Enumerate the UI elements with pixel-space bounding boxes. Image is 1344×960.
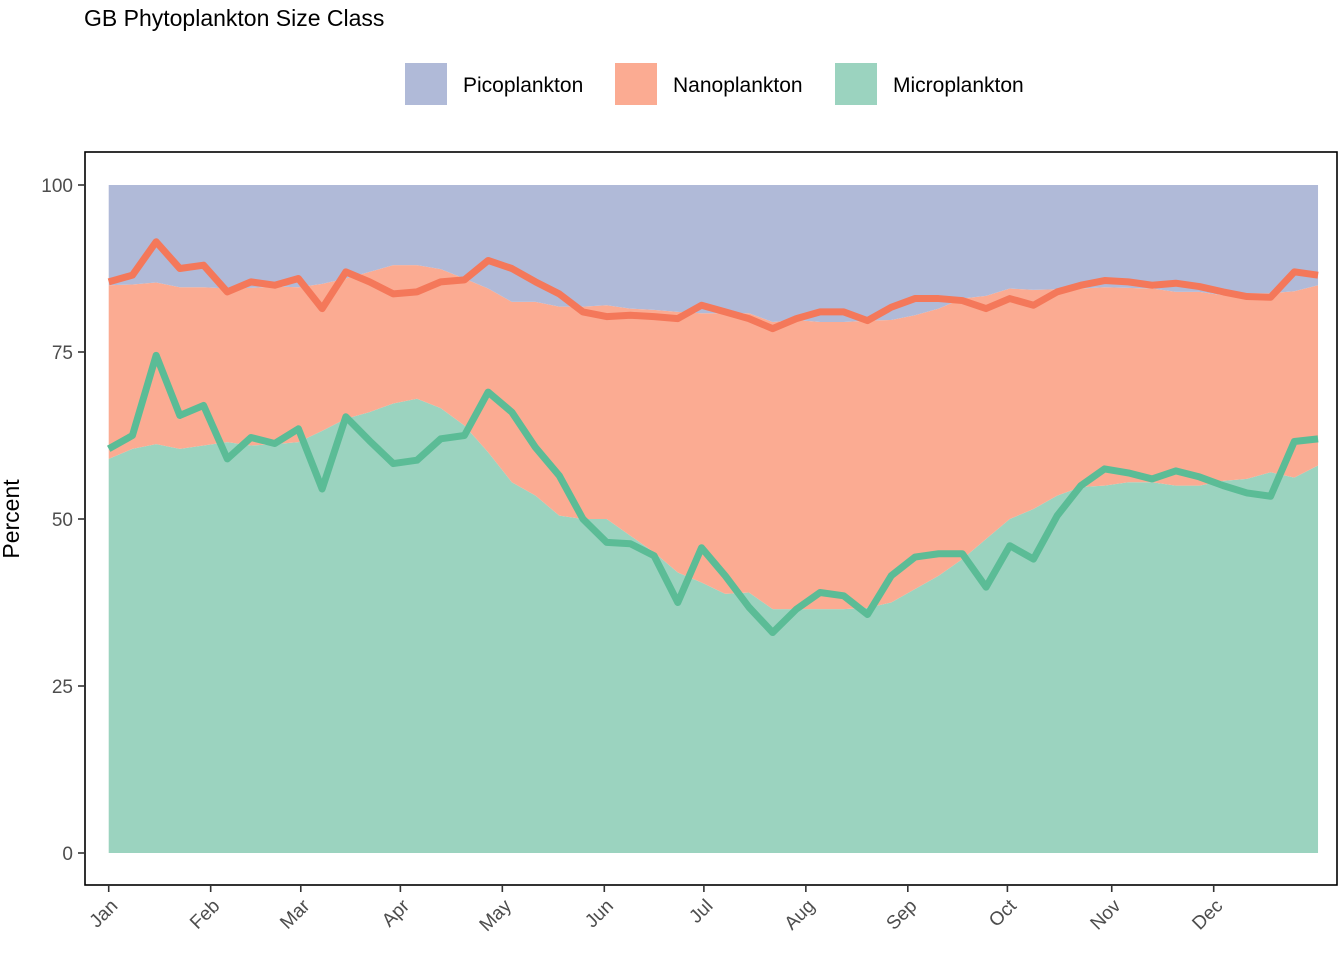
y-axis: 0 25 50 75 100 xyxy=(41,176,85,865)
x-tick-label: Jun xyxy=(581,896,618,933)
y-tick-label: 0 xyxy=(62,844,73,865)
x-tick-label: Mar xyxy=(276,895,314,933)
y-tick-label: 50 xyxy=(52,510,73,531)
x-tick-label: Apr xyxy=(378,895,414,931)
x-tick-label: Oct xyxy=(985,895,1021,931)
x-tick-label: Sep xyxy=(883,896,922,935)
x-tick-label: May xyxy=(476,895,517,936)
legend-label-nanoplankton: Nanoplankton xyxy=(673,74,803,97)
y-tick-label: 100 xyxy=(41,176,73,197)
y-tick-label: 25 xyxy=(52,677,73,698)
x-tick-label: Jan xyxy=(86,896,123,933)
x-tick-label: Jul xyxy=(685,896,717,928)
x-tick-label: Feb xyxy=(186,896,224,934)
legend-key-nanoplankton xyxy=(615,63,657,105)
x-tick-label: Dec xyxy=(1188,896,1227,935)
x-axis: Jan Feb Mar Apr May Jun Jul Aug Sep Oct Nov Dec xyxy=(86,885,1227,936)
y-tick-label: 75 xyxy=(52,343,73,364)
legend: Picoplankton Nanoplankton Microplankton xyxy=(405,63,1024,105)
x-tick-label: Nov xyxy=(1087,895,1126,934)
legend-label-picoplankton: Picoplankton xyxy=(463,74,583,97)
area-nanoplankton xyxy=(108,265,1319,610)
chart-title: GB Phytoplankton Size Class xyxy=(84,5,384,31)
area-microplankton xyxy=(108,398,1319,853)
plot-area xyxy=(106,185,1319,853)
legend-label-microplankton: Microplankton xyxy=(893,74,1024,97)
line-microplankton xyxy=(106,351,1319,637)
y-axis-title: Percent xyxy=(0,479,24,559)
legend-key-picoplankton xyxy=(405,63,447,105)
line-nanoplankton xyxy=(107,238,1319,333)
legend-key-microplankton xyxy=(835,63,877,105)
area-picoplankton xyxy=(108,185,1319,322)
x-tick-label: Aug xyxy=(781,896,820,935)
